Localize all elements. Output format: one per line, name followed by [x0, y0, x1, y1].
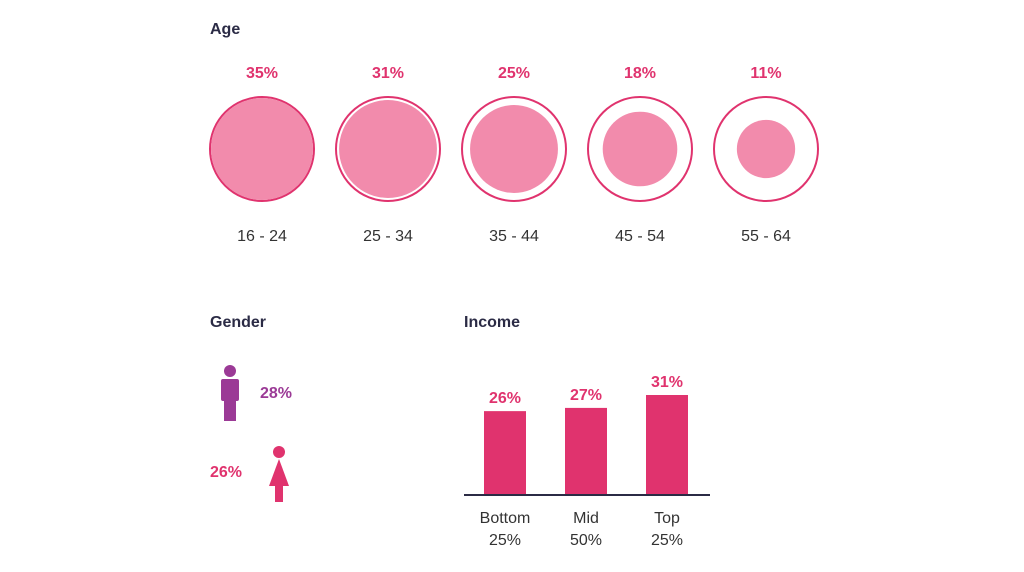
male-person-icon [221, 365, 239, 421]
age-category-label: 35 - 44 [489, 228, 539, 245]
age-value-label: 18% [624, 65, 656, 82]
age-value-label: 25% [498, 65, 530, 82]
age-category-label: 45 - 54 [615, 228, 665, 245]
female-person-icon [269, 446, 289, 502]
age-category-label: 55 - 64 [741, 228, 791, 245]
age-value-label: 31% [372, 65, 404, 82]
income-category-label: 25% [651, 532, 683, 549]
income-title: Income [464, 314, 521, 331]
age-bubble [736, 119, 796, 179]
age-bubble [211, 98, 313, 200]
income-category-label: Mid [573, 510, 599, 527]
age-bubble-chart: 35% 16 - 24 31% 25 - 34 25% 35 - 44 18% 45 - 54… [209, 65, 819, 245]
income-category-label: Top [654, 510, 680, 527]
female-percentage: 26% [210, 464, 243, 481]
income-value-label: 31% [651, 374, 683, 391]
income-bar [565, 407, 607, 495]
income-category-label: 50% [570, 532, 602, 549]
gender-title: Gender [210, 314, 267, 331]
income-value-label: 27% [570, 387, 602, 404]
age-bubble [339, 100, 437, 198]
income-category-label: 25% [489, 532, 521, 549]
income-bar-chart: 26% Bottom 25% 27% Mid 50% 31% Top 25% [464, 374, 710, 549]
income-bar [484, 411, 526, 495]
income-value-label: 26% [489, 390, 521, 407]
male-percentage: 28% [260, 385, 293, 402]
income-category-label: Bottom [480, 510, 531, 527]
income-bar [646, 395, 688, 495]
age-value-label: 11% [750, 65, 781, 82]
age-bubble [602, 111, 678, 187]
age-category-label: 25 - 34 [363, 228, 413, 245]
age-bubble [470, 105, 558, 193]
age-value-label: 35% [246, 65, 278, 82]
age-title: Age [210, 21, 241, 38]
age-category-label: 16 - 24 [237, 228, 287, 245]
